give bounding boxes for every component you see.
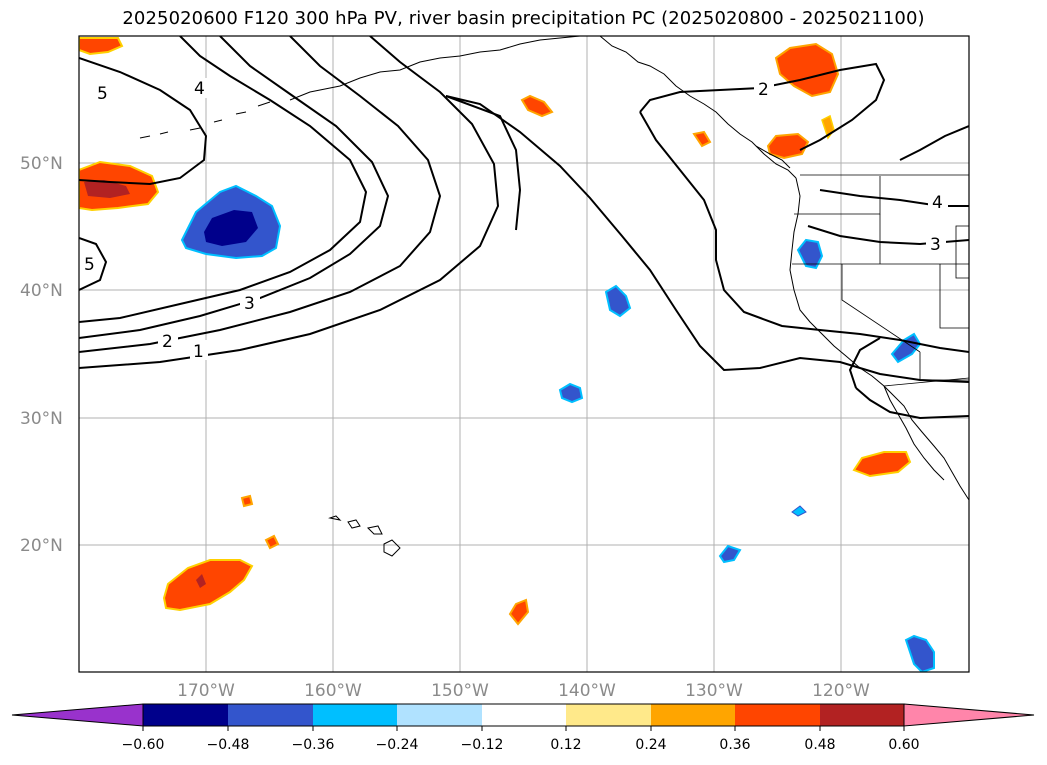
lat-label: 40°N: [20, 281, 63, 301]
colorbar-tick-label: 0.24: [635, 737, 666, 753]
precip-blob-negative: [796, 238, 824, 270]
pv-contour: [639, 62, 886, 151]
contour-label: 5: [97, 84, 108, 104]
precip-blob-positive: [774, 42, 840, 98]
political-borders: [792, 174, 969, 387]
precip-blob-positive: [240, 494, 254, 508]
precip-blob-negative: [904, 634, 935, 672]
contour-label: 4: [932, 193, 943, 213]
precip-blob-positive: [852, 451, 912, 478]
precip-blob-negative: [558, 382, 584, 404]
contour-label: 2: [758, 80, 769, 100]
precip-blob-positive: [520, 94, 554, 118]
contour-label: 5: [84, 255, 95, 275]
pv-contour: [79, 36, 500, 369]
precip-blob-positive: [766, 132, 810, 160]
contour-label: 2: [162, 332, 173, 352]
pv-contour: [79, 237, 108, 291]
precip-blob-strong-negative: [204, 210, 258, 246]
contour-label: 3: [930, 235, 941, 255]
pv-contour: [855, 387, 969, 420]
colorbar-segment: [651, 704, 735, 726]
pv-contour: [848, 337, 881, 389]
colorbar-tick-label: −0.12: [461, 737, 504, 753]
pv-contour: [79, 36, 390, 339]
colorbar: −0.60 −0.48 −0.36 −0.24 −0.12 0.12 0.24 …: [11, 703, 1035, 753]
contour-label: 3: [244, 294, 255, 314]
precip-blob-positive: [508, 598, 530, 626]
colorbar-tick-label: −0.60: [122, 737, 165, 753]
precip-blob-positive: [264, 534, 280, 550]
colorbar-segment: [143, 704, 228, 726]
colorbar-tick-label: −0.24: [376, 737, 419, 753]
colorbar-segment: [820, 704, 904, 726]
lon-label: 170°W: [177, 681, 235, 701]
precip-blob-negative: [718, 544, 742, 564]
colorbar-extend-low: [11, 703, 144, 727]
colorbar-tick-label: 0.48: [804, 737, 835, 753]
colorbar-segment: [313, 704, 397, 726]
pv-contour: [79, 36, 368, 323]
precip-blob-positive: [79, 37, 124, 56]
lat-label: 30°N: [20, 409, 63, 429]
pv-contour: [79, 57, 208, 186]
precip-blob-positive: [162, 559, 254, 612]
precip-blob-strong: [84, 180, 130, 198]
colorbar-tick-label: 0.60: [888, 737, 919, 753]
lon-labels: 170°W 160°W 150°W 140°W 130°W 120°W: [177, 681, 870, 701]
colorbar-tick-label: −0.48: [207, 737, 250, 753]
lat-label: 20°N: [20, 536, 63, 556]
lon-label: 130°W: [685, 681, 743, 701]
map-title: 2025020600 F120 300 hPa PV, river basin …: [122, 8, 925, 29]
pv-contour: [79, 36, 442, 353]
colorbar-tick-label: 0.36: [719, 737, 750, 753]
colorbar-segment: [228, 704, 313, 726]
colorbar-segment: [566, 704, 651, 726]
lat-label: 50°N: [20, 154, 63, 174]
colorbar-segment: [735, 704, 820, 726]
lon-label: 140°W: [558, 681, 616, 701]
pv-contour: [819, 189, 969, 207]
contour-label: 1: [193, 342, 204, 362]
precip-blob-negative: [791, 505, 807, 517]
lon-label: 160°W: [304, 681, 362, 701]
precip-blob-negative: [890, 332, 922, 364]
precip-blob-negative: [604, 284, 632, 318]
lon-label: 120°W: [812, 681, 870, 701]
pv-contour: [639, 111, 969, 353]
colorbar-extend-high: [903, 703, 1035, 727]
colorbar-frame: [142, 703, 905, 727]
precip-anomalies: [79, 37, 935, 672]
colorbar-segment: [397, 704, 482, 726]
map-frame: [78, 35, 970, 673]
gridlines: [79, 36, 969, 672]
contour-labels: 5 4 5 3 2 1 2 4 3: [82, 78, 948, 362]
colorbar-tick-label: −0.36: [292, 737, 335, 753]
lat-labels: 50°N 40°N 30°N 20°N: [20, 154, 63, 556]
colorbar-segment: [482, 704, 566, 726]
lon-label: 150°W: [431, 681, 489, 701]
contour-label: 4: [194, 79, 205, 99]
precip-blob-positive: [692, 130, 712, 148]
pv-contour: [445, 95, 522, 231]
pv-contour: [899, 125, 969, 161]
pv-contour: [445, 95, 969, 383]
colorbar-tick-label: 0.12: [550, 737, 581, 753]
pv-contours: [79, 36, 969, 420]
precip-blob-strong: [196, 574, 206, 588]
